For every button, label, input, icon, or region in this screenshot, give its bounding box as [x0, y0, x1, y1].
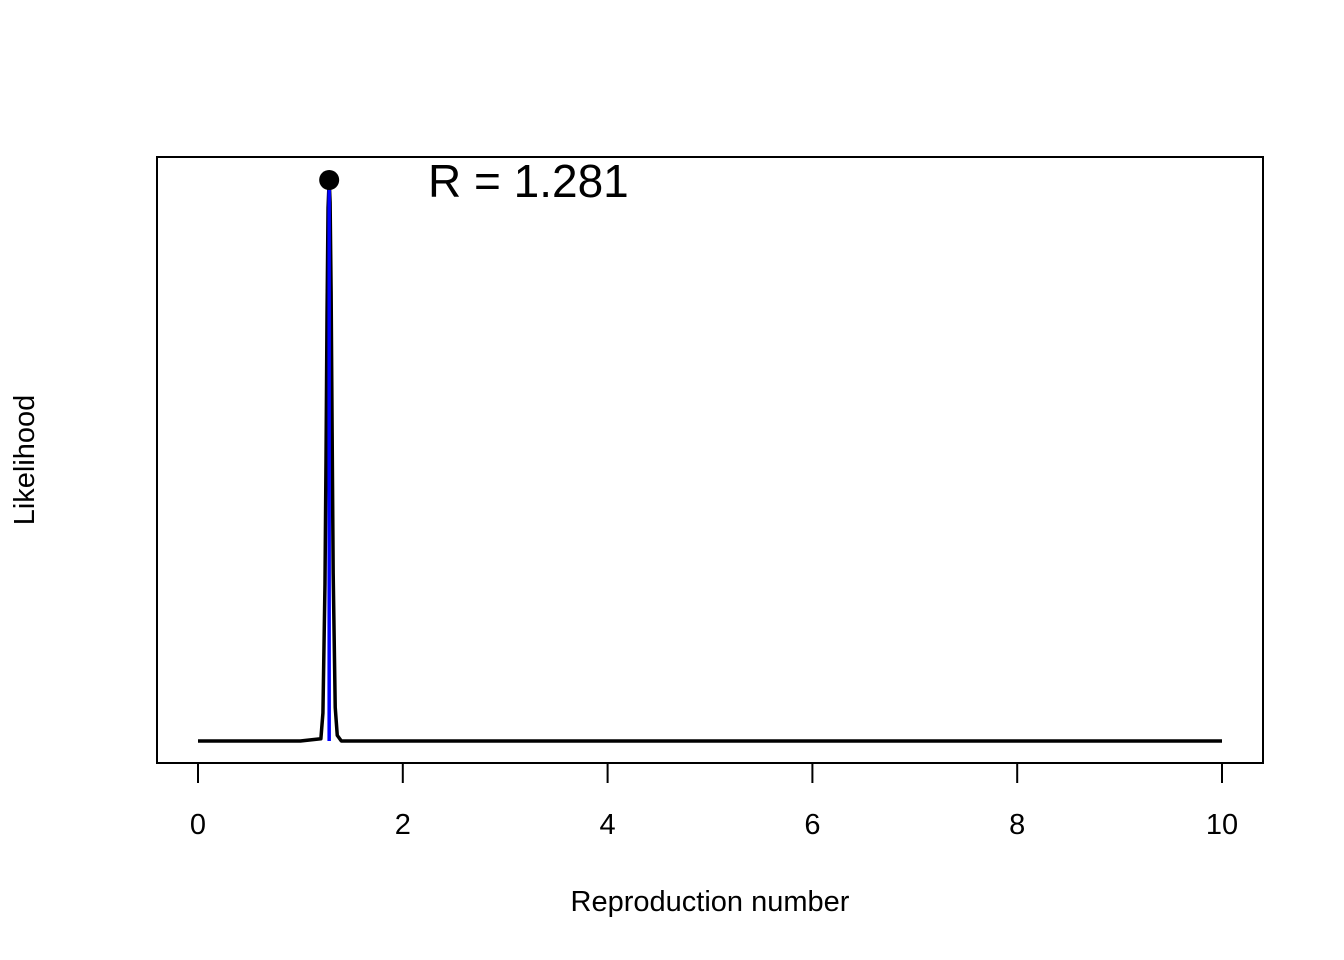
x-tick-label: 10	[1206, 809, 1238, 841]
x-tick-label: 2	[395, 809, 411, 841]
x-tick-label: 6	[804, 809, 820, 841]
x-axis: 0 2 4 6 8 10	[190, 762, 1238, 841]
x-axis-label: Reproduction number	[571, 886, 850, 918]
x-tick-label: 8	[1009, 809, 1025, 841]
y-axis-label: Likelihood	[9, 395, 41, 526]
x-tick-label: 0	[190, 809, 206, 841]
mle-point	[319, 170, 340, 190]
mle-marks	[319, 170, 340, 741]
likelihood-curve	[198, 178, 1222, 743]
mle-annotation-label: R = 1.281	[428, 155, 629, 207]
x-tick-label: 4	[600, 809, 616, 841]
series-group	[198, 178, 1222, 743]
